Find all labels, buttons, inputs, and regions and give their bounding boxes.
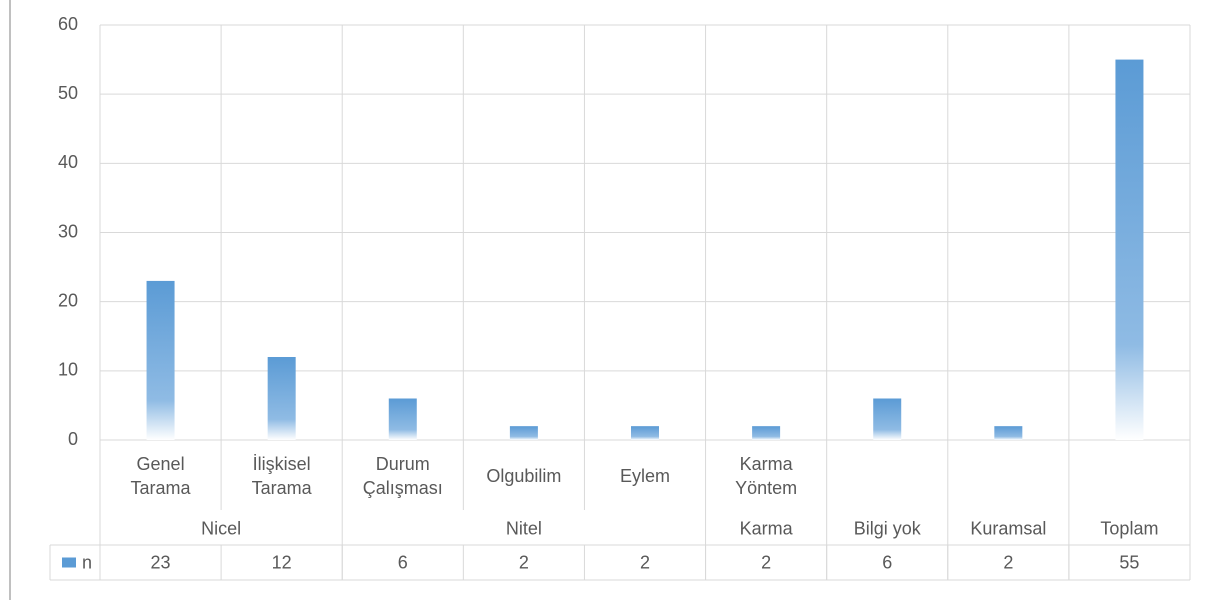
bar	[873, 398, 902, 440]
y-tick-label: 30	[58, 221, 78, 241]
table-value: 2	[640, 552, 650, 572]
bar	[631, 426, 659, 440]
x-tick-label: Olgubilim	[486, 466, 561, 486]
bar	[509, 426, 538, 440]
group-label: Nitel	[506, 518, 542, 538]
group-label: Karma	[740, 518, 794, 538]
bar	[994, 426, 1023, 440]
legend-key	[62, 557, 76, 568]
bar	[146, 280, 175, 440]
table-value: 6	[398, 552, 408, 572]
bar	[388, 398, 417, 440]
group-label: Bilgi yok	[854, 518, 922, 538]
x-tick-label: Genel Tarama	[131, 454, 192, 498]
table-value: 12	[272, 552, 292, 572]
table-value: 55	[1119, 552, 1139, 572]
bar	[1115, 59, 1144, 440]
y-tick-label: 60	[58, 14, 78, 34]
x-tick-label: İlişkisel Tarama	[252, 454, 313, 498]
table-value: 23	[151, 552, 171, 572]
x-tick-label: Eylem	[620, 466, 670, 486]
table-value: 2	[761, 552, 771, 572]
table-value: 2	[519, 552, 529, 572]
x-tick-label: Karma Yöntem	[735, 454, 797, 498]
table-value: 2	[1003, 552, 1013, 572]
x-tick-label: Durum Çalışması	[363, 454, 443, 498]
y-tick-label: 10	[58, 360, 78, 380]
legend-label: n	[82, 552, 92, 572]
group-label: Kuramsal	[970, 518, 1046, 538]
y-tick-label: 0	[68, 429, 78, 449]
y-tick-label: 20	[58, 290, 78, 310]
group-label: Nicel	[201, 518, 241, 538]
bar	[752, 426, 781, 440]
y-tick-label: 40	[58, 152, 78, 172]
y-tick-label: 50	[58, 83, 78, 103]
table-value: 6	[882, 552, 892, 572]
bar	[267, 357, 296, 440]
group-label: Toplam	[1100, 518, 1158, 538]
